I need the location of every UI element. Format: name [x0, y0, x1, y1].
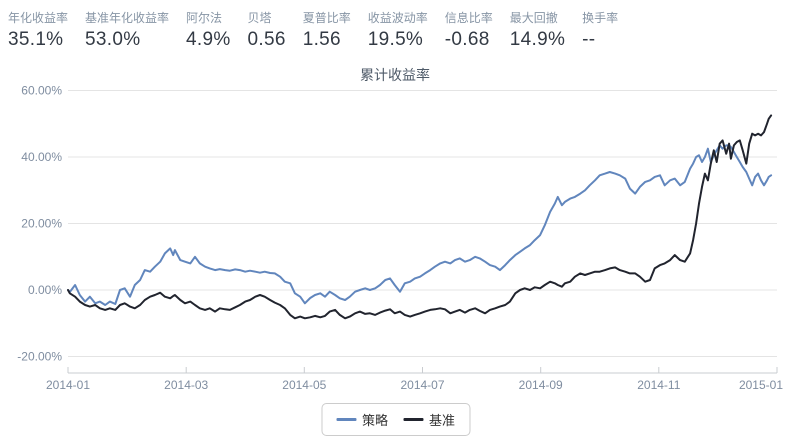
metric-volatility: 收益波动率 19.5% — [368, 9, 428, 55]
metric-benchmark-annualized-return: 基准年化收益率 53.0% — [85, 9, 169, 55]
chart-title: 累计收益率 — [360, 67, 430, 83]
metric-label: 年化收益率 — [8, 11, 69, 25]
x-tick-label: 2014-01 — [46, 378, 90, 392]
metric-turnover: 换手率 -- — [582, 9, 618, 55]
metric-value: 0.56 — [247, 29, 286, 50]
y-tick-label: 40.00% — [21, 150, 62, 164]
legend-item-benchmark[interactable]: 基准 — [403, 410, 455, 429]
metric-annualized-return: 年化收益率 35.1% — [8, 9, 68, 55]
legend: 策略 基准 — [320, 403, 471, 436]
metric-value: 35.1% — [8, 29, 64, 50]
benchmark-line — [67, 114, 773, 320]
metric-sharpe-ratio: 夏普比率 1.56 — [303, 9, 351, 55]
chart-canvas: 累计收益率 60.00% 40.00% 20.00% 0.00% -20.00% — [17, 67, 783, 392]
x-tick-label: 2014-11 — [637, 378, 680, 392]
x-tick-label: 2014-09 — [519, 378, 563, 392]
y-tick-label: 20.00% — [21, 217, 62, 231]
metric-label: 收益波动率 — [367, 11, 428, 25]
metric-value: -- — [582, 29, 596, 50]
y-tick-label: -20.00% — [17, 350, 62, 364]
cumulative-returns-chart: 累计收益率 60.00% 40.00% 20.00% 0.00% -20.00% — [0, 55, 791, 441]
metric-value: 4.9% — [186, 29, 231, 50]
metric-information-ratio: 信息比率 -0.68 — [445, 9, 493, 55]
x-tick-label: 2015-01 — [739, 378, 783, 392]
metric-alpha: 阿尔法 4.9% — [186, 9, 231, 55]
x-tick-label: 2014-03 — [164, 378, 208, 392]
x-tick-label: 2014-05 — [282, 378, 326, 392]
benchmark-line-swatch — [403, 418, 423, 421]
x-tick-label: 2014-07 — [400, 378, 444, 392]
metric-value: 14.9% — [509, 29, 566, 50]
legend-label-benchmark: 基准 — [429, 413, 456, 428]
metric-value: 53.0% — [85, 29, 141, 50]
y-tick-label: 60.00% — [21, 84, 62, 98]
metric-label: 阿尔法 — [186, 11, 223, 25]
series-layer — [67, 114, 773, 320]
metrics-bar: 年化收益率 35.1% 基准年化收益率 53.0% 阿尔法 4.9% 贝塔 0.… — [0, 0, 791, 55]
metric-beta: 贝塔 0.56 — [248, 9, 286, 55]
metric-label: 基准年化收益率 — [85, 11, 170, 25]
strategy-line — [67, 144, 773, 306]
metric-label: 贝塔 — [247, 11, 272, 25]
y-tick-label: 0.00% — [28, 283, 62, 297]
metric-max-drawdown: 最大回撤 14.9% — [510, 9, 565, 55]
metric-value: 1.56 — [302, 29, 341, 50]
metric-label: 信息比率 — [444, 11, 493, 25]
metric-value: 19.5% — [367, 29, 424, 50]
metric-label: 最大回撤 — [509, 11, 558, 25]
metric-label: 换手率 — [582, 11, 619, 25]
strategy-line-swatch — [335, 418, 356, 421]
metric-value: -0.68 — [444, 29, 490, 50]
metric-label: 夏普比率 — [302, 11, 351, 25]
legend-item-strategy[interactable]: 策略 — [335, 410, 388, 429]
legend-label-strategy: 策略 — [361, 413, 388, 428]
